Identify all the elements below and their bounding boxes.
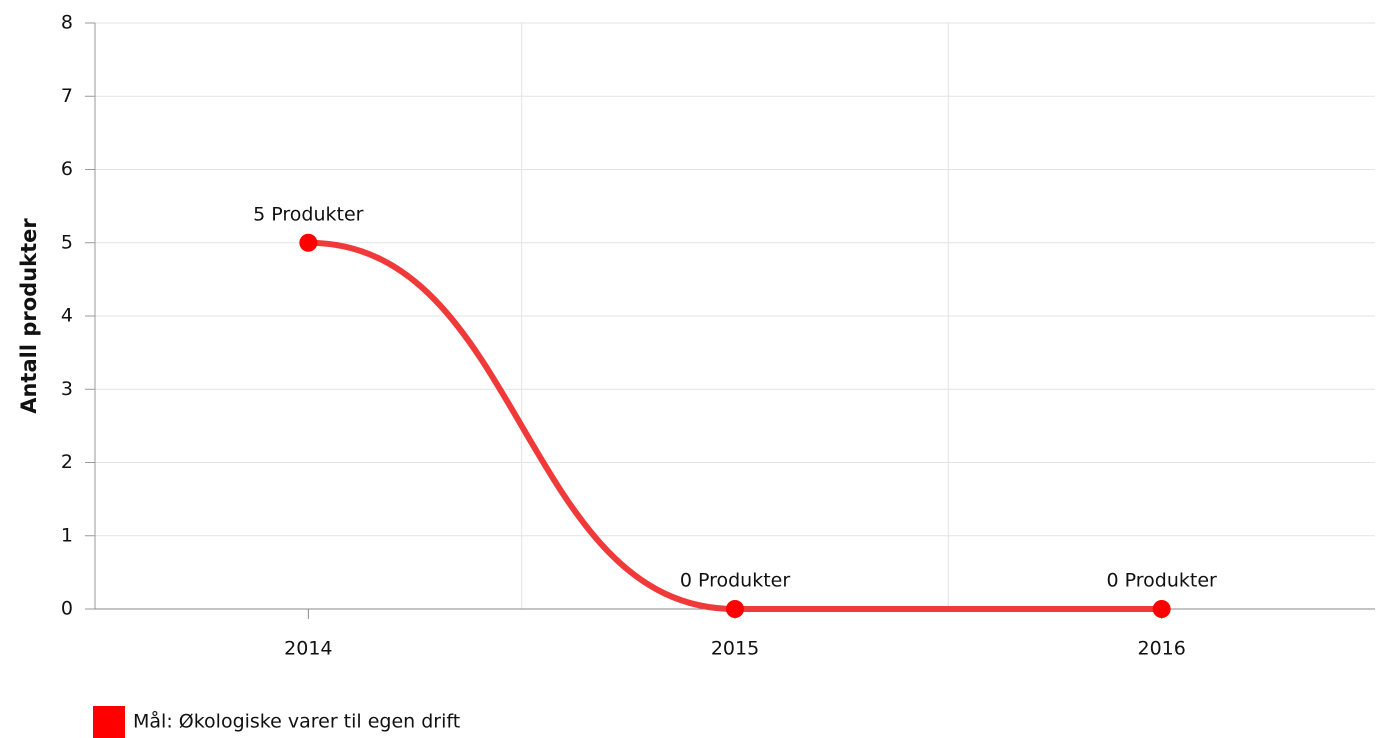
- y-tick-label: 1: [61, 524, 73, 546]
- data-point: [1152, 600, 1171, 618]
- x-tick-label: 2016: [1137, 638, 1185, 660]
- series-line: [305, 239, 1165, 613]
- y-tick-label: 8: [61, 12, 73, 34]
- x-tick-label: 2015: [711, 638, 759, 660]
- y-tick-label: 5: [61, 231, 73, 253]
- data-point: [726, 600, 744, 618]
- data-label: 5 Produkter: [253, 203, 364, 225]
- data-label: 0 Produkter: [1107, 570, 1218, 592]
- y-axis-label: Antall produkter: [17, 218, 41, 414]
- y-tick-label: 2: [61, 451, 73, 473]
- data-label: 0 Produkter: [680, 570, 791, 592]
- legend-label: Mål: Økologiske varer til egen drift: [133, 710, 460, 733]
- y-tick-label: 6: [61, 158, 73, 180]
- y-tick-label: 0: [61, 598, 73, 620]
- legend-swatch: [93, 706, 125, 738]
- y-tick-label: 3: [61, 378, 73, 400]
- x-tick-label: 2014: [284, 638, 332, 660]
- data-point: [299, 233, 318, 252]
- y-tick-label: 4: [61, 305, 73, 327]
- y-tick-label: 7: [61, 85, 73, 107]
